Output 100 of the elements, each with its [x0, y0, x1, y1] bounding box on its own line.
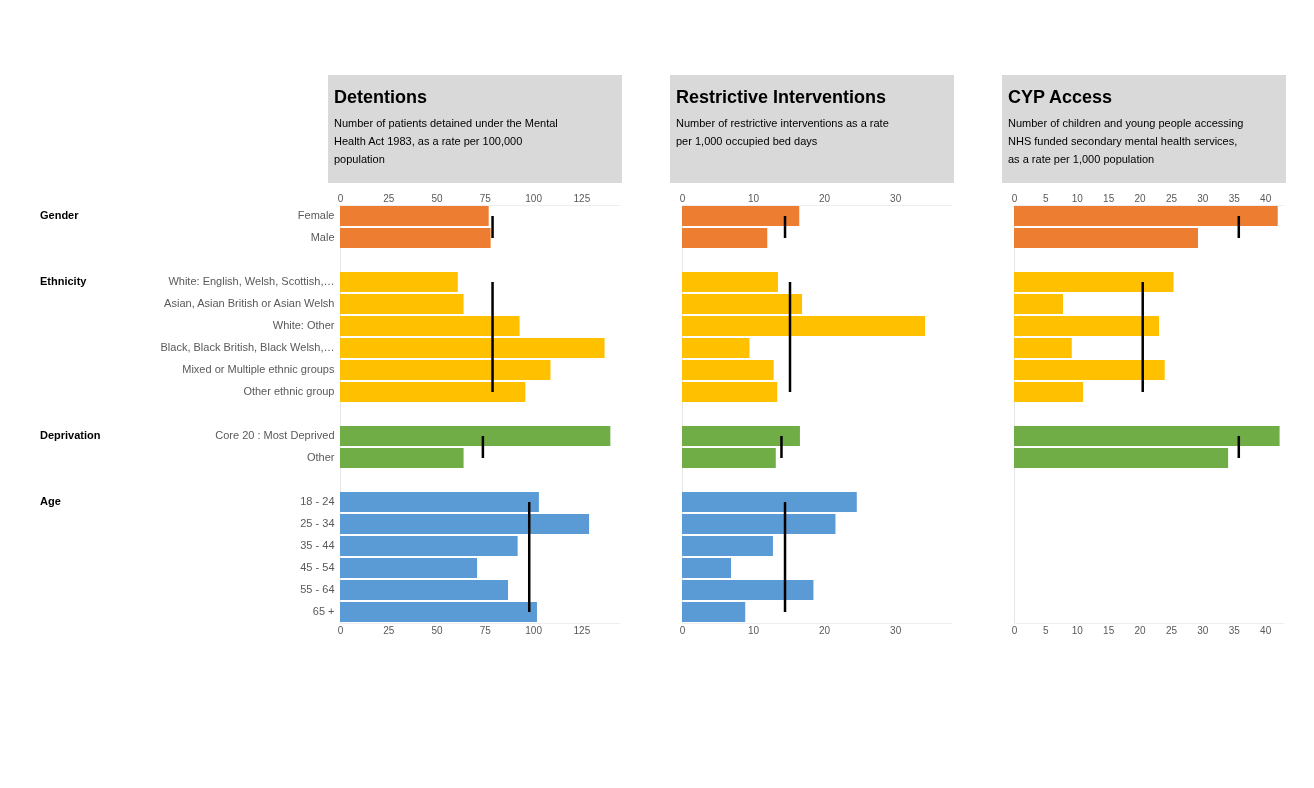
x-tick-label: 10: [1071, 192, 1084, 204]
x2-tick-label: 50: [431, 624, 444, 636]
bar: [1014, 316, 1160, 336]
bar: [340, 382, 526, 402]
y-tick-label: White: Other: [272, 319, 335, 331]
x-tick-label: 20: [819, 192, 831, 204]
y-tick-label: 18 - 24: [300, 495, 335, 507]
x-tick-label: 20: [1134, 192, 1147, 204]
x-tick-label: 25: [1165, 192, 1178, 204]
y-tick-label: 25 - 34: [300, 517, 335, 529]
bar: [682, 382, 778, 402]
chart-title: Detentions: [334, 87, 428, 107]
text: Gender: [40, 209, 80, 221]
bar: [340, 294, 464, 314]
x2-tick-label: 10: [747, 624, 760, 636]
x2-tick-label: 5: [1043, 624, 1050, 636]
bar: [340, 558, 478, 578]
bar: [682, 338, 750, 358]
bar: [682, 580, 814, 600]
bar: [340, 206, 489, 226]
bar: [340, 426, 611, 446]
x2-tick-label: 125: [573, 624, 591, 636]
y-tick-label: Female: [297, 209, 335, 221]
bar: [340, 536, 518, 556]
x2-tick-label: 35: [1228, 624, 1241, 636]
bar: [1014, 360, 1165, 380]
x2-tick-label: 40: [1260, 624, 1272, 636]
bar: [1014, 294, 1063, 314]
x-tick-label: 100: [525, 192, 543, 204]
bar: [682, 492, 857, 512]
bar: [1014, 338, 1072, 358]
bar: [682, 602, 746, 622]
x2-tick-label: 0: [679, 624, 686, 636]
x-tick-label: 25: [383, 192, 395, 204]
x2-tick-label: 25: [383, 624, 395, 636]
bar: [682, 514, 836, 534]
bar: [340, 338, 605, 358]
x2-tick-label: 10: [1071, 624, 1084, 636]
chart-subtitle: Number of restrictive interventions as a rate per 1,000 occupied bed days: [676, 117, 889, 147]
y-tick-label: 45 - 54: [300, 561, 335, 573]
bar: [1014, 426, 1280, 446]
x2-tick-label: 30: [890, 624, 902, 636]
x-tick-label: 0: [1011, 192, 1018, 204]
bar: [682, 206, 800, 226]
text: Deprivation: [40, 429, 101, 441]
bar: [1014, 382, 1084, 402]
x-tick-label: 5: [1043, 192, 1050, 204]
y-tick-label: Core 20 : Most Deprived: [215, 429, 335, 441]
y-tick-label: 55 - 64: [300, 583, 335, 595]
x2-tick-label: 30: [1197, 624, 1209, 636]
x-tick-label: 40: [1260, 192, 1272, 204]
x-tick-label: 30: [1197, 192, 1209, 204]
x-tick-label: 30: [890, 192, 902, 204]
x-tick-label: 50: [431, 192, 444, 204]
bar: [340, 448, 464, 468]
bar: [682, 272, 778, 292]
text: Ethnicity: [40, 275, 88, 287]
bar: [682, 536, 773, 556]
bar: [1014, 272, 1174, 292]
x-tick-label: 15: [1103, 192, 1115, 204]
chart-subtitle: Number of patients detained under the Mental Health Act 1983, as a rate per 100,000 population: [334, 117, 558, 165]
x2-tick-label: 20: [819, 624, 831, 636]
bar: [340, 360, 551, 380]
x2-tick-label: 15: [1103, 624, 1115, 636]
x-tick-label: 0: [337, 192, 344, 204]
bar: [682, 316, 925, 336]
bar: [340, 514, 590, 534]
x2-tick-label: 0: [1011, 624, 1018, 636]
x2-tick-label: 100: [525, 624, 543, 636]
y-tick-label: Black, Black British, Black Welsh,…: [160, 341, 335, 353]
bar: [1014, 206, 1278, 226]
bar: [1014, 228, 1198, 248]
x-tick-label: 75: [479, 192, 492, 204]
text: Age: [40, 495, 61, 507]
bar: [340, 272, 458, 292]
x2-tick-label: 75: [479, 624, 492, 636]
bar: [340, 228, 491, 248]
x-tick-label: 0: [679, 192, 686, 204]
bar: [682, 426, 800, 446]
bar: [682, 448, 776, 468]
x2-tick-label: 25: [1165, 624, 1178, 636]
y-tick-label: White: English, Welsh, Scottish,…: [168, 275, 335, 287]
y-tick-label: Asian, Asian British or Asian Welsh: [164, 297, 335, 309]
x2-tick-label: 20: [1134, 624, 1147, 636]
x-tick-label: 125: [573, 192, 591, 204]
y-tick-label: Male: [310, 231, 335, 243]
y-tick-label: Mixed or Multiple ethnic groups: [182, 363, 335, 375]
bar: [340, 492, 539, 512]
x-tick-label: 10: [747, 192, 760, 204]
bar: [682, 558, 732, 578]
chart-subtitle: Number of children and young people accessing NHS funded secondary mental health services, as a rate per 1,000 population: [1008, 117, 1244, 165]
chart-title: CYP Access: [1008, 87, 1113, 107]
y-tick-label: Other ethnic group: [243, 385, 335, 397]
bar: [340, 580, 508, 600]
y-tick-label: 65 +: [312, 605, 335, 617]
bar: [682, 228, 768, 248]
y-tick-label: Other: [306, 451, 335, 463]
x-tick-label: 35: [1228, 192, 1241, 204]
bar: [340, 602, 537, 622]
bar: [682, 294, 803, 314]
